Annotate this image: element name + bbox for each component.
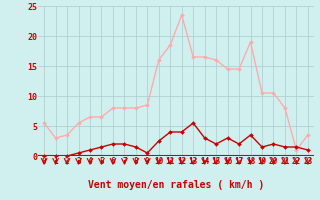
X-axis label: Vent moyen/en rafales ( km/h ): Vent moyen/en rafales ( km/h ): [88, 180, 264, 190]
